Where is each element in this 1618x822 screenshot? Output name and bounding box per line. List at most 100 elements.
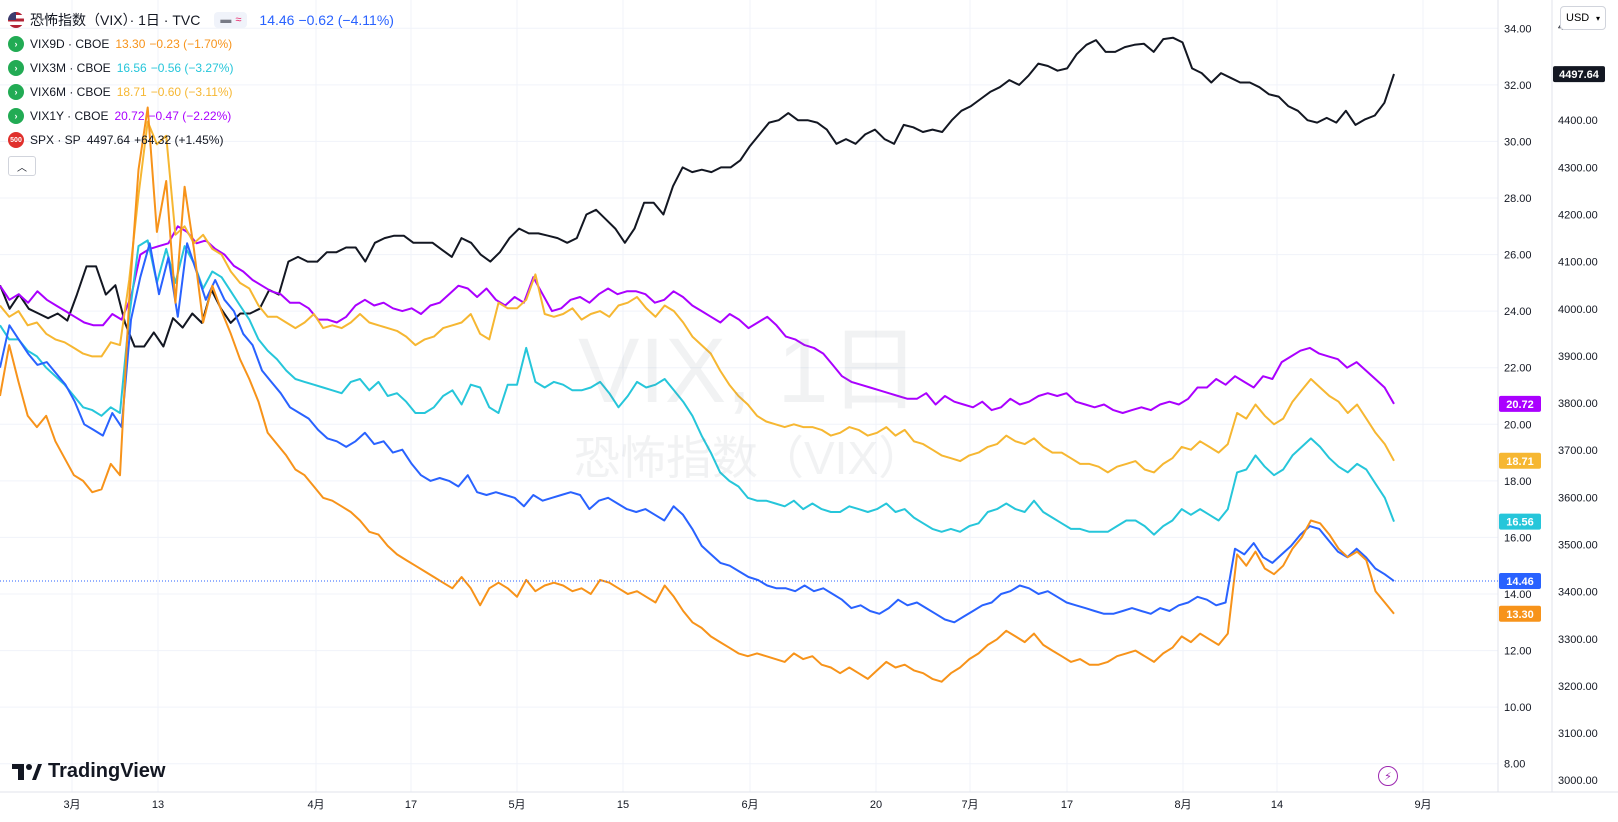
symbol-change: −0.47 (−2.22%) [148, 109, 232, 123]
right-axis-tick: 3800.00 [1558, 398, 1598, 410]
chevron-up-icon: ︿ [17, 162, 27, 174]
main-change: −0.62 (−4.11%) [298, 12, 394, 28]
symbol-name[interactable]: VIX6M · CBOE [30, 85, 111, 99]
series-line-vix [0, 242, 1395, 624]
x-axis-tick: 9月 [1414, 799, 1431, 811]
last-value-label-text: 18.71 [1506, 456, 1534, 468]
watermark-symbol: VIX, 1日 [578, 320, 921, 422]
last-value-label-text: 4497.64 [1559, 69, 1600, 81]
legend-row-vix6m[interactable]: › VIX6M · CBOE 18.71 −0.60 (−3.11%) [8, 80, 398, 104]
x-axis-tick: 20 [870, 799, 882, 811]
legend-row-vix9d[interactable]: › VIX9D · CBOE 13.30 −0.23 (−1.70%) [8, 32, 398, 56]
right-axis-tick: 4400.00 [1558, 115, 1598, 127]
right-axis-tick: 4000.00 [1558, 304, 1598, 316]
symbol-name[interactable]: VIX3M · CBOE [30, 61, 111, 75]
symbol-value: 20.72 [114, 109, 145, 123]
collapse-legend-button[interactable]: ︿ [8, 156, 36, 176]
left-axis-tick: 20.00 [1504, 419, 1532, 431]
chevron-down-icon: ▾ [1595, 13, 1600, 23]
arrow-icon: › [8, 108, 24, 124]
left-axis-tick: 26.00 [1504, 250, 1532, 262]
series-line-vix3m [0, 239, 1395, 536]
symbol-value: 18.71 [116, 85, 147, 99]
legend: 恐怖指数（VIX）· 1日 · TVC ▬ ≈ 14.46 −0.62 (−4.… [8, 8, 398, 176]
symbol-name[interactable]: VIX1Y · CBOE [30, 109, 109, 123]
symbol-name[interactable]: VIX9D · CBOE [30, 37, 110, 51]
x-axis-tick: 17 [405, 799, 417, 811]
last-value-label: 14.46 [1499, 572, 1541, 589]
left-axis-tick: 16.00 [1504, 532, 1532, 544]
arrow-icon: › [8, 84, 24, 100]
last-value-label: 16.56 [1499, 513, 1541, 530]
lightning-icon[interactable]: ⚡ [1378, 766, 1398, 786]
symbol-change: −0.60 (−3.11%) [150, 85, 233, 99]
last-value-label-bg [1499, 605, 1541, 622]
x-axis-tick: 3月 [63, 799, 80, 811]
symbol-name[interactable]: SPX · SP [30, 133, 81, 147]
symbol-change: −0.23 (−1.70%) [149, 37, 233, 51]
left-axis-tick: 18.00 [1504, 476, 1532, 488]
legend-row-vix1y[interactable]: › VIX1Y · CBOE 20.72 −0.47 (−2.22%) [8, 104, 398, 128]
left-axis-tick: 28.00 [1504, 193, 1532, 205]
minus-icon[interactable]: ▬ [220, 14, 232, 26]
currency-selector[interactable]: USD ▾ [1560, 6, 1606, 30]
left-axis-tick: 24.00 [1504, 306, 1532, 318]
right-axis-tick: 3500.00 [1558, 540, 1598, 552]
right-axis-tick: 3100.00 [1558, 728, 1598, 740]
legend-row-vix3m[interactable]: › VIX3M · CBOE 16.56 −0.56 (−3.27%) [8, 56, 398, 80]
symbol-change: −0.56 (−3.27%) [150, 61, 234, 75]
right-axis-tick: 3300.00 [1558, 634, 1598, 646]
logo-text: TradingView [48, 760, 166, 782]
main-symbol-row[interactable]: 恐怖指数（VIX）· 1日 · TVC ▬ ≈ 14.46 −0.62 (−4.… [8, 8, 398, 32]
symbol-change: +64.32 (+1.45%) [134, 133, 224, 147]
right-axis-tick: 4200.00 [1558, 210, 1598, 222]
tradingview-logo[interactable]: TradingView [12, 760, 165, 783]
legend-row-spx[interactable]: 500 SPX · SP 4497.64 +64.32 (+1.45%) [8, 128, 398, 152]
last-value-label-text: 14.46 [1506, 576, 1534, 588]
compare-pill[interactable]: ▬ ≈ [214, 12, 248, 28]
last-value-label: 4497.64 [1553, 66, 1605, 83]
right-axis-tick: 3400.00 [1558, 587, 1598, 599]
x-axis-tick: 13 [152, 799, 164, 811]
symbol-value: 13.30 [115, 37, 146, 51]
left-axis-tick: 14.00 [1504, 589, 1532, 601]
series-line-vix1y [0, 225, 1395, 414]
left-axis-tick: 32.00 [1504, 80, 1532, 92]
right-axis-tick: 4100.00 [1558, 257, 1598, 269]
last-value-label: 20.72 [1499, 395, 1541, 412]
x-axis-tick: 8月 [1174, 799, 1191, 811]
last-value-label-bg [1499, 452, 1541, 469]
approx-icon[interactable]: ≈ [235, 14, 242, 26]
tradingview-icon [12, 763, 42, 780]
symbol-value: 16.56 [116, 61, 147, 75]
spx-500-icon: 500 [8, 132, 24, 148]
right-axis-tick: 3700.00 [1558, 445, 1598, 457]
series-line-spx [0, 36, 1395, 348]
x-axis-tick: 15 [617, 799, 629, 811]
series-line-vix6m [0, 120, 1395, 474]
symbol-value: 4497.64 [86, 133, 131, 147]
arrow-icon: › [8, 60, 24, 76]
right-axis-tick: 3200.00 [1558, 681, 1598, 693]
left-axis-tick: 10.00 [1504, 702, 1532, 714]
last-value-label-text: 13.30 [1506, 609, 1534, 621]
main-symbol-title[interactable]: 恐怖指数（VIX）· 1日 · TVC [30, 12, 201, 28]
x-axis-tick: 6月 [741, 799, 758, 811]
grid [0, 0, 1498, 792]
left-axis-tick: 30.00 [1504, 136, 1532, 148]
x-axis-tick: 4月 [307, 799, 324, 811]
last-value-label-text: 16.56 [1506, 517, 1534, 529]
last-value-label-bg [1499, 395, 1541, 412]
last-value-label-bg [1499, 572, 1541, 589]
left-axis-tick: 22.00 [1504, 363, 1532, 375]
right-axis-tick: 3600.00 [1558, 492, 1598, 504]
last-value-label-bg [1553, 66, 1605, 83]
last-value-label: 18.71 [1499, 452, 1541, 469]
series-line-vix9d [0, 106, 1395, 683]
x-axis-tick: 7月 [961, 799, 978, 811]
arrow-icon: › [8, 36, 24, 52]
last-value-label: 13.30 [1499, 605, 1541, 622]
currency-label: USD [1566, 12, 1590, 24]
right-axis-tick: 3900.00 [1558, 351, 1598, 363]
